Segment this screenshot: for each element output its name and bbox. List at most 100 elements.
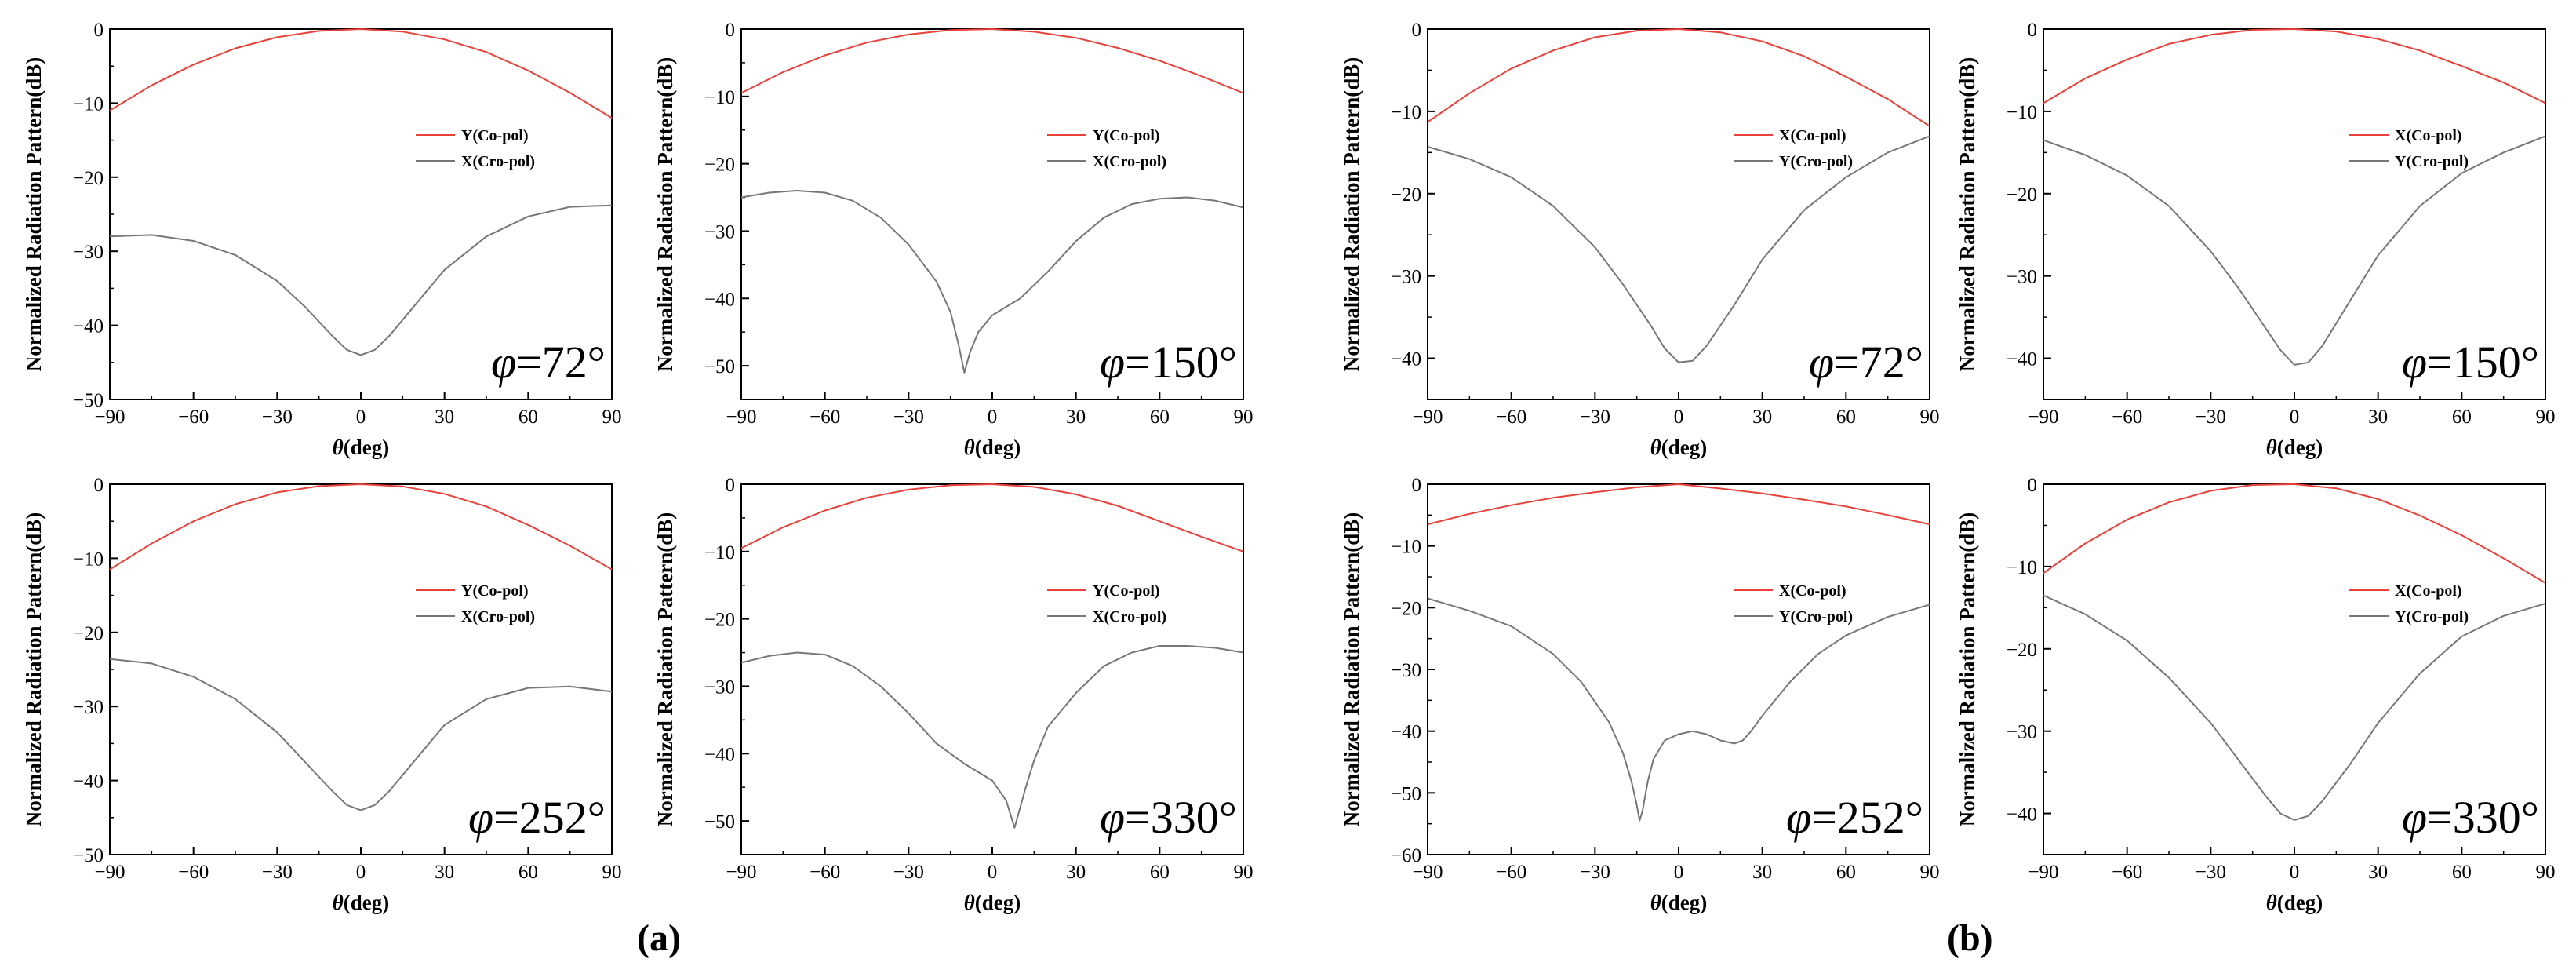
chart-1-x-tick-label-0: −90 (94, 407, 125, 428)
chart-3-y-tick-label-3: −30 (73, 697, 104, 718)
chart-5-x-tick-label-2: −30 (1580, 407, 1610, 428)
chart-7-legend-label-2: Y(Cro-pol) (1779, 608, 1853, 625)
chart-4-y-tick-label-0: 0 (726, 475, 736, 496)
chart-2-phi-annotation: φ=150° (1100, 337, 1237, 388)
chart-6-series-line-co-pol (2043, 28, 2546, 104)
chart-1-phi-annotation: φ=72° (491, 337, 606, 388)
chart-6-x-tick-label-6: 90 (2536, 407, 2556, 428)
chart-6-y-tick-label-3: −30 (2007, 267, 2037, 288)
chart-7-y-tick-label-1: −10 (1391, 537, 1421, 558)
chart-8-series-line-cross-pol (2043, 594, 2546, 821)
chart-3-phi-value: =252° (493, 792, 606, 843)
chart-2-series-line-co-pol (740, 28, 1244, 94)
chart-1-y-tick-label-0: 0 (94, 20, 104, 41)
chart-3-y-tick-label-5: −50 (73, 845, 104, 866)
chart-4-y-tick-label-1: −10 (704, 542, 735, 563)
chart-6-x-axis-label: θ(deg) (2266, 436, 2323, 459)
chart-6-phi-value: =150° (2427, 337, 2539, 388)
chart-8-x-tick-label-3: 0 (2290, 862, 2300, 883)
chart-8-x-axis-label-symbol: θ (2266, 891, 2277, 914)
chart-panel-b-phi150: −90 −60 −30 0 30 60 90 0 −10 −20 −30 −40 Normalized … (1956, 20, 2556, 459)
chart-1-x-tick-label-3: 0 (356, 407, 366, 428)
chart-4-series-line-co-pol (740, 483, 1244, 552)
chart-1-phi-value: =72° (516, 337, 606, 388)
chart-1-series-line-co-pol (109, 28, 613, 119)
chart-6-legend-label-1: X(Co-pol) (2395, 127, 2462, 144)
chart-5-x-tick-label-1: −60 (1496, 407, 1526, 428)
chart-4-phi-annotation: φ=330° (1100, 792, 1237, 843)
chart-5-y-tick-label-3: −30 (1391, 267, 1421, 288)
chart-5-x-axis-label: θ(deg) (1650, 436, 1708, 459)
chart-5-y-tick-label-1: −10 (1391, 102, 1421, 123)
chart-2-x-axis-label: θ(deg) (964, 436, 1021, 459)
chart-5-x-axis-label-unit: (deg) (1661, 436, 1707, 459)
chart-5-series-line-co-pol (1427, 28, 1930, 127)
chart-8-phi-value: =330° (2427, 792, 2539, 843)
chart-6-y-tick-label-0: 0 (2028, 20, 2038, 41)
chart-8-phi-symbol: φ (2402, 792, 2427, 843)
chart-3-series-line-cross-pol (109, 658, 613, 811)
chart-5-series-line-cross-pol (1427, 135, 1930, 363)
chart-1-phi-symbol: φ (491, 337, 516, 388)
chart-8-y-axis-label: Normalized Radiation Pattern(dB) (1956, 512, 1979, 826)
chart-6-y-tick-label-1: −10 (2007, 102, 2037, 123)
chart-5-y-axis-label: Normalized Radiation Pattern(dB) (1340, 57, 1363, 371)
chart-7-legend-label-1: X(Co-pol) (1779, 582, 1846, 600)
chart-4-x-axis-label: θ(deg) (964, 891, 1021, 914)
chart-4-x-axis-label-symbol: θ (964, 891, 975, 914)
chart-7-y-tick-label-6: −60 (1391, 845, 1421, 866)
chart-1-series-line-cross-pol (109, 204, 613, 356)
chart-6-phi-symbol: φ (2402, 337, 2427, 388)
chart-5-y-tick-label-2: −20 (1391, 184, 1421, 206)
chart-3-x-tick-label-1: −60 (178, 862, 209, 883)
chart-7-x-tick-label-4: 30 (1752, 862, 1772, 883)
chart-3-x-axis-label: θ(deg) (333, 891, 390, 914)
chart-1-x-tick-label-1: −60 (178, 407, 209, 428)
chart-7-y-tick-label-0: 0 (1412, 475, 1422, 496)
chart-8-x-tick-label-2: −30 (2196, 862, 2226, 883)
chart-8-legend-label-2: Y(Cro-pol) (2395, 608, 2469, 625)
chart-7-x-tick-label-0: −90 (1412, 862, 1443, 883)
chart-3-phi-annotation: φ=252° (468, 792, 606, 843)
chart-3-y-tick-label-2: −20 (73, 623, 104, 644)
chart-3-legend-label-2: X(Cro-pol) (461, 608, 535, 625)
chart-panel-a-phi150: −90 −60 −30 0 30 60 90 0 −10 −20 −30 −40 −50 Normaliz… (653, 20, 1253, 459)
chart-5-phi-symbol: φ (1809, 337, 1834, 388)
chart-5-phi-value: =72° (1834, 337, 1923, 388)
chart-3-y-tick-label-0: 0 (94, 475, 104, 496)
chart-1-x-axis-label-unit: (deg) (344, 436, 389, 459)
chart-1-y-tick-label-2: −20 (73, 168, 104, 189)
chart-3-x-tick-label-3: 0 (356, 862, 366, 883)
chart-3-x-tick-label-4: 30 (435, 862, 454, 883)
chart-4-phi-value: =330° (1125, 792, 1237, 843)
chart-4-x-tick-label-2: −30 (893, 862, 924, 883)
chart-1-y-tick-label-4: −40 (73, 316, 104, 337)
chart-5-phi-annotation: φ=72° (1809, 337, 1923, 388)
chart-3-series-line-co-pol (109, 483, 613, 571)
chart-5-legend-label-1: X(Co-pol) (1779, 127, 1846, 144)
chart-6-x-tick-label-1: −60 (2112, 407, 2142, 428)
chart-7-y-tick-label-3: −30 (1391, 660, 1421, 681)
chart-7-y-tick-label-2: −20 (1391, 598, 1421, 619)
chart-4-x-tick-label-4: 30 (1066, 862, 1086, 883)
chart-1-x-axis-label: θ(deg) (333, 436, 390, 459)
chart-4-x-tick-label-5: 60 (1150, 862, 1170, 883)
chart-7-x-axis-label-symbol: θ (1650, 891, 1661, 914)
chart-2-x-tick-label-0: −90 (726, 407, 756, 428)
chart-1-y-tick-label-5: −50 (73, 390, 104, 411)
chart-7-x-tick-label-6: 90 (1920, 862, 1940, 883)
chart-5-x-tick-label-0: −90 (1412, 407, 1443, 428)
chart-7-x-axis-label: θ(deg) (1650, 891, 1708, 914)
chart-1-y-axis-label: Normalized Radiation Pattern(dB) (22, 57, 45, 371)
chart-6-y-axis-label: Normalized Radiation Pattern(dB) (1956, 57, 1979, 371)
chart-3-x-tick-label-5: 60 (518, 862, 538, 883)
chart-4-x-tick-label-6: 90 (1234, 862, 1253, 883)
chart-panel-a-phi72: −90 −60 −30 0 30 60 90 0 −10 −20 −30 −40 −50 Normaliz… (22, 20, 622, 459)
chart-3-phi-symbol: φ (468, 792, 493, 843)
chart-2-series-line-cross-pol (740, 190, 1244, 374)
chart-7-x-tick-label-3: 0 (1674, 862, 1684, 883)
chart-8-x-tick-label-0: −90 (2028, 862, 2058, 883)
chart-5-x-tick-label-3: 0 (1674, 407, 1684, 428)
chart-5-y-tick-label-0: 0 (1412, 20, 1422, 41)
chart-2-y-tick-label-2: −20 (704, 155, 735, 176)
